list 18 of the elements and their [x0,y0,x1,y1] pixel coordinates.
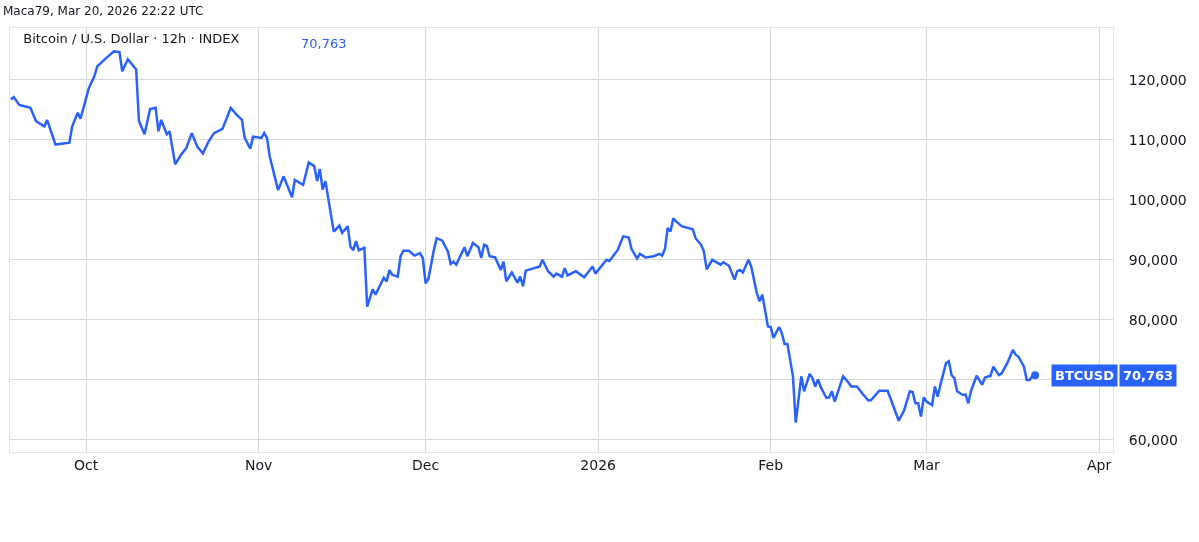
x-tick-label: Feb [758,456,784,473]
legend-label: BTCUSD [1055,368,1115,383]
chart-title: Bitcoin / U.S. Dollar · 12h · INDEX [23,31,240,47]
x-tick-label: 2026 [580,456,617,473]
y-tick-label: 120,000 [1128,71,1187,88]
x-tick-label: Mar [913,456,940,473]
y-tick-label: 60,000 [1128,431,1178,448]
x-tick-label: Apr [1086,456,1112,473]
x-tick-label: Nov [244,456,273,473]
y-tick-label: 80,000 [1128,311,1178,328]
text: Maca79, Mar 20, 2026 22:22 UTC [3,4,204,18]
text: 70,763 [1123,368,1174,383]
y-tick-label: 90,000 [1128,251,1178,268]
y-tick-label: 100,000 [1128,191,1187,208]
x-tick-label: Dec [412,456,440,473]
y-tick-label: 110,000 [1128,131,1187,148]
annotation: 70,763 [301,36,347,51]
x-tick-label: Oct [73,456,99,473]
